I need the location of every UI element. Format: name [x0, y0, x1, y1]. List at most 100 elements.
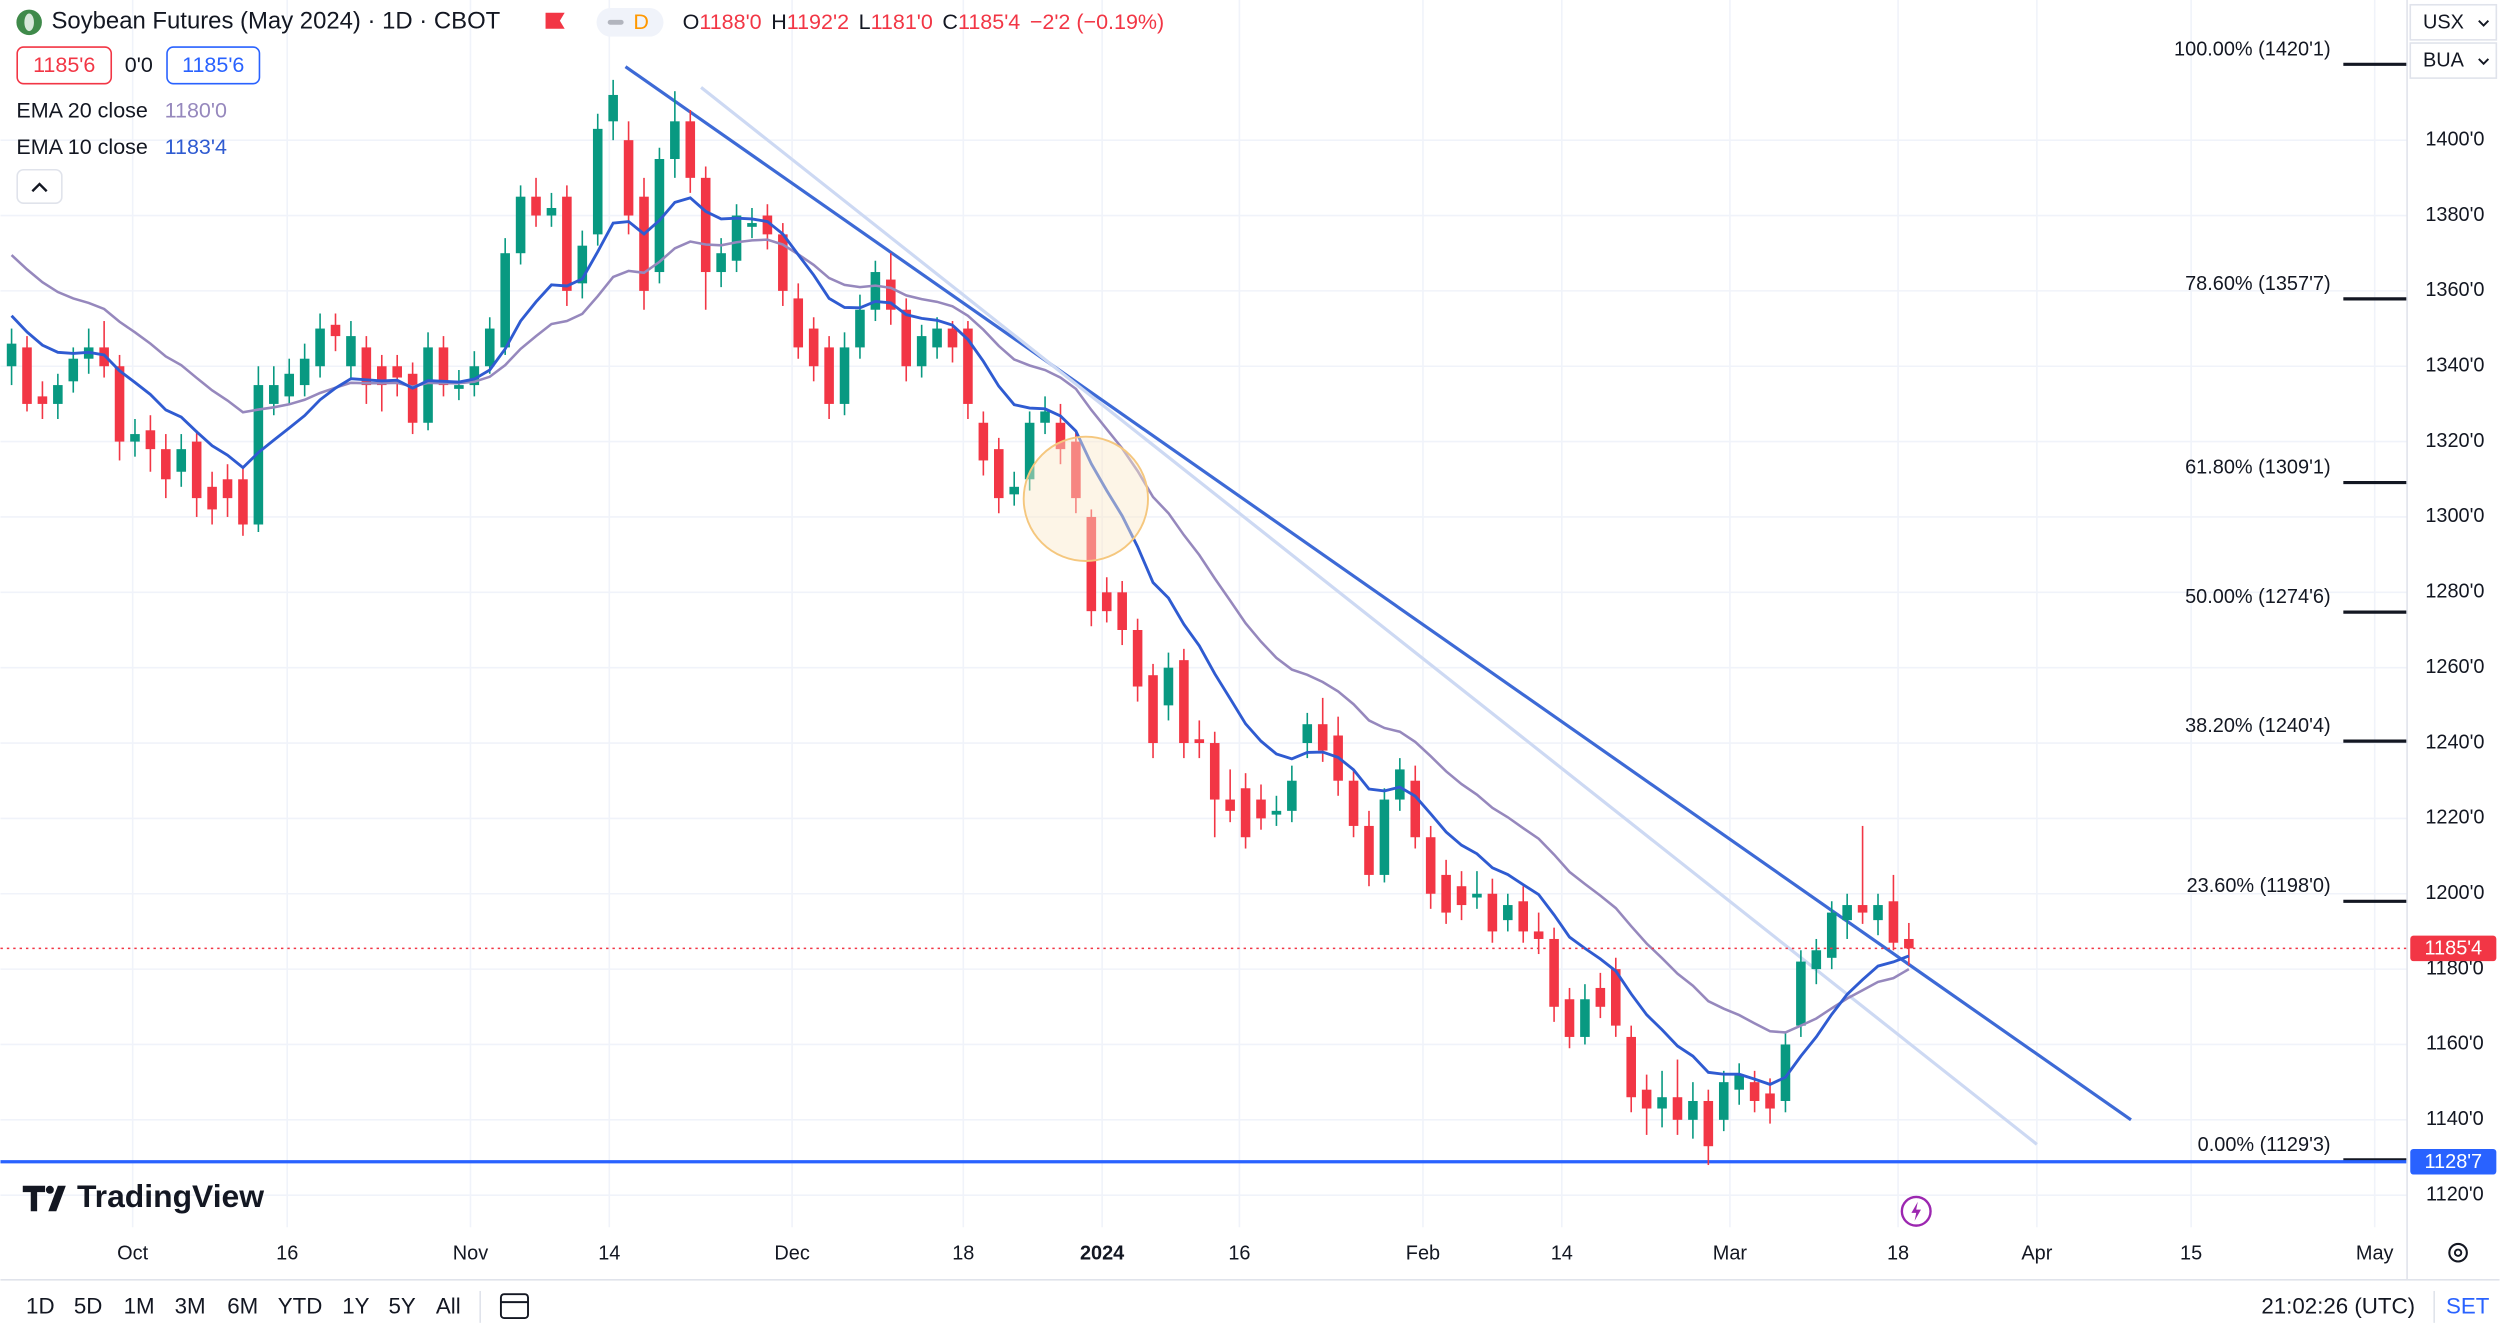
candle-body: [670, 121, 680, 160]
candle-body: [1071, 441, 1081, 499]
interval-badge: D: [633, 10, 649, 34]
unit: BUA: [2423, 50, 2465, 72]
price-tag-label: 1185'4: [2424, 937, 2482, 959]
candle-body: [407, 373, 418, 423]
range-button[interactable]: 1M: [124, 1294, 155, 1319]
unit-select[interactable]: [2409, 42, 2498, 79]
axis-settings-center: [2453, 1248, 2463, 1257]
fib-label: 50.00% (1274'6): [2185, 586, 2330, 608]
candle-body: [68, 358, 79, 382]
candle-body: [1703, 1100, 1714, 1147]
ohlc-value: 1192'2: [787, 10, 849, 34]
fib-label: 23.60% (1198'0): [2187, 875, 2331, 897]
price-tag: [2410, 935, 2497, 962]
x-tick-label: Mar: [1713, 1243, 1748, 1265]
candle-body: [1580, 999, 1590, 1037]
candle-body: [1287, 780, 1297, 811]
x-tick-label: Oct: [117, 1243, 148, 1265]
x-tick-label: Nov: [453, 1243, 488, 1265]
range-button[interactable]: 3M: [175, 1294, 206, 1319]
candle-body: [1302, 724, 1313, 744]
fib-label: 38.20% (1240'4): [2185, 715, 2330, 737]
candle-body: [1040, 411, 1050, 423]
candle-body: [562, 196, 572, 291]
candle-body: [623, 140, 634, 216]
candle-body: [1857, 905, 1868, 913]
range-button[interactable]: 1Y: [342, 1294, 369, 1319]
ohlc-value: 1181'0: [871, 10, 933, 34]
x-tick-label: 16: [276, 1243, 298, 1265]
ema-line: [10, 196, 1910, 1086]
y-tick-label: 1340'0: [2425, 355, 2484, 377]
ohlc-key: O: [683, 10, 700, 34]
candle-body: [53, 385, 63, 404]
candle-body: [685, 121, 696, 178]
settings-button[interactable]: SET: [2446, 1294, 2490, 1319]
candle-body: [1549, 938, 1559, 1007]
candle-body: [438, 347, 449, 386]
candle-body: [1718, 1082, 1729, 1120]
range-button[interactable]: 6M: [227, 1294, 258, 1319]
symbol-logo-detail: [24, 13, 34, 32]
candle-body: [1086, 516, 1097, 612]
calendar-icon[interactable]: [499, 1293, 529, 1320]
ohlc-legend: O1188'0 H1192'2 L1181'0 C1185'4 −2'2 (−0.19%…: [683, 10, 1165, 34]
candle-body: [1780, 1044, 1791, 1101]
currency-select[interactable]: [2409, 3, 2498, 41]
clock[interactable]: 21:02:26 (UTC): [2261, 1294, 2415, 1319]
candle-body: [1734, 1074, 1744, 1090]
candle-body: [1503, 905, 1513, 921]
legend: EMA 20 close 1180'0 EMA 10 close 1183'4: [16, 98, 227, 159]
tv-logo-text: TradingView: [77, 1178, 264, 1214]
candle-body: [700, 177, 711, 273]
range-button[interactable]: 5Y: [388, 1294, 415, 1319]
candle-body: [6, 343, 17, 367]
candle-body: [855, 309, 865, 348]
range-button[interactable]: All: [436, 1294, 461, 1319]
candle-body: [346, 336, 356, 367]
candle-body: [361, 347, 372, 386]
buy-button[interactable]: [166, 46, 261, 85]
range-button[interactable]: 1D: [26, 1294, 55, 1319]
y-tick-label: 1280'0: [2425, 581, 2484, 603]
range-button[interactable]: YTD: [278, 1294, 323, 1319]
candle-body: [886, 279, 896, 310]
price-tag-label: 1128'7: [2424, 1151, 2482, 1173]
candle-body: [515, 196, 526, 254]
candle-body: [1487, 893, 1498, 932]
candle-body: [1564, 999, 1575, 1037]
axis-settings[interactable]: [2448, 1242, 2468, 1263]
candle-body: [808, 328, 819, 367]
x-tick-label: 18: [952, 1243, 974, 1265]
candle-body: [963, 328, 973, 404]
collapse-button[interactable]: [16, 168, 63, 205]
ohlc-key: L: [859, 10, 871, 34]
sell-button[interactable]: [16, 46, 113, 85]
candle-body: [423, 347, 433, 423]
x-tick-label: Apr: [2021, 1243, 2052, 1265]
candle-body: [1518, 901, 1529, 932]
market-status-pill[interactable]: [596, 7, 664, 37]
flag-icon[interactable]: [545, 12, 565, 29]
candle-body: [1873, 905, 1883, 921]
candle-body: [1179, 660, 1189, 744]
event-icon[interactable]: [1900, 1195, 1932, 1227]
candle-body: [1163, 667, 1174, 706]
candle-body: [546, 207, 557, 216]
candle-body: [1410, 780, 1421, 838]
range-button[interactable]: 5D: [74, 1294, 103, 1319]
candle-body: [531, 196, 541, 216]
candle-body: [839, 347, 850, 404]
candle-body: [901, 309, 912, 367]
trendline: [624, 65, 2132, 1122]
candle-body: [1626, 1036, 1636, 1098]
dropdown-icon: [2478, 58, 2490, 66]
fib-label: 78.60% (1357'7): [2185, 273, 2330, 295]
candle-body: [978, 422, 989, 461]
candle-body: [762, 215, 773, 235]
x-tick-label: Feb: [1406, 1243, 1440, 1265]
candle-body: [1148, 675, 1158, 744]
y-tick-label: 1160'0: [2426, 1033, 2484, 1055]
x-tick-label: 2024: [1080, 1243, 1124, 1265]
legend-value: 1180'0: [165, 98, 227, 122]
